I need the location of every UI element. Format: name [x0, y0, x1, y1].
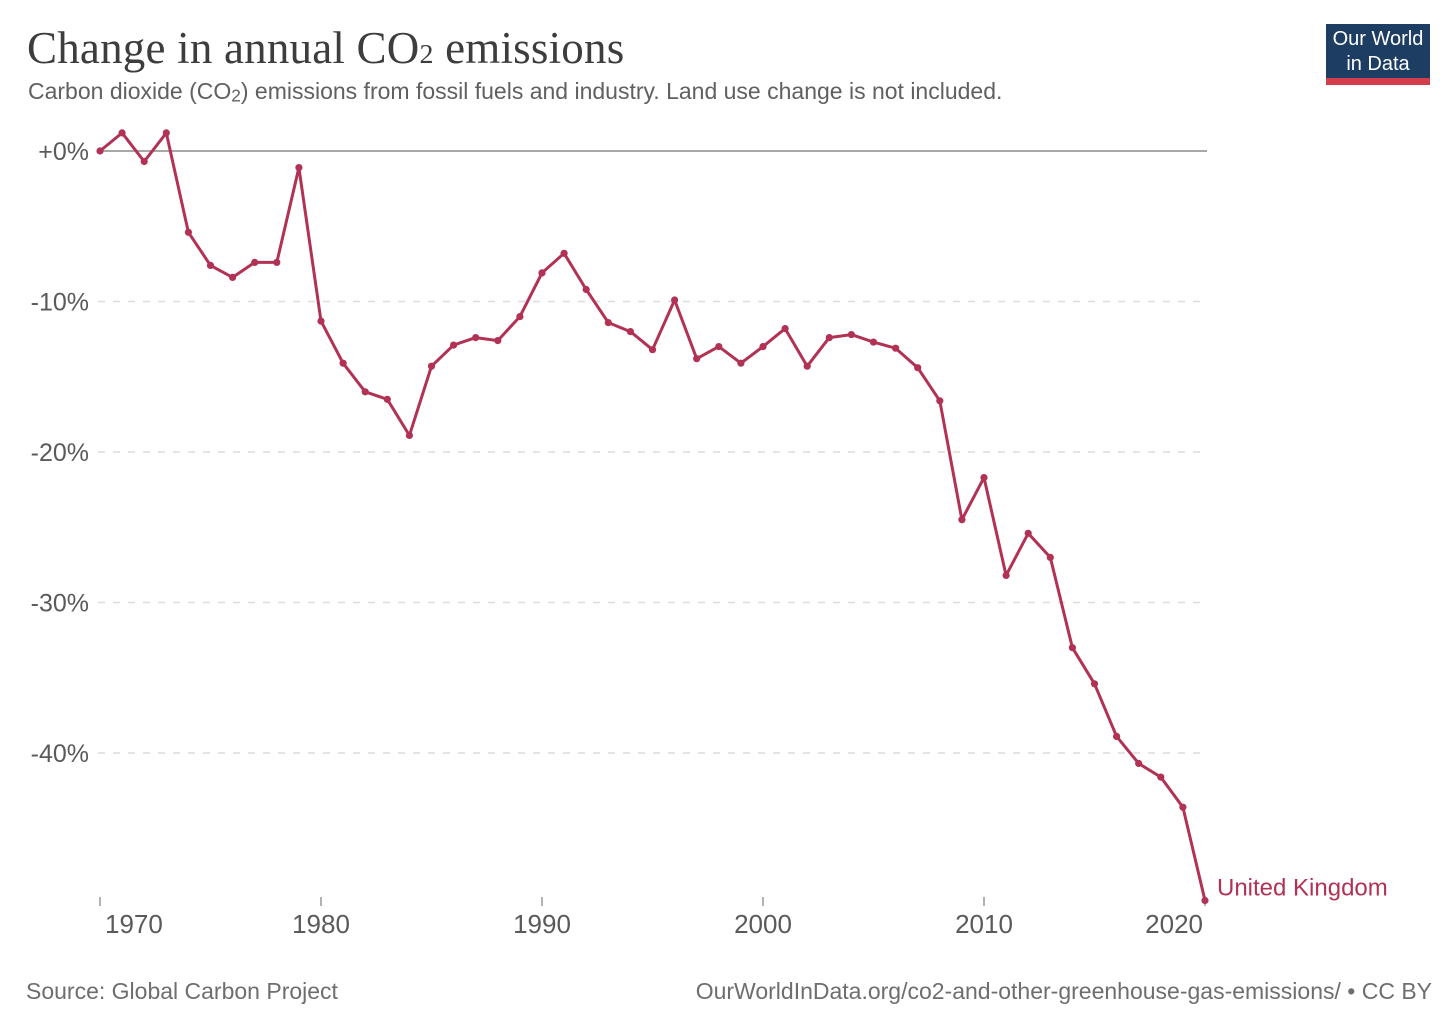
- line-chart-canvas: +0% -10% -20% -30% -40% 1970 1980 1990 2000 2010 2…: [31, 129, 1388, 939]
- data-point[interactable]: [560, 249, 568, 257]
- y-axis-label: -10%: [31, 289, 89, 317]
- data-point[interactable]: [869, 338, 878, 346]
- page-subtitle: Carbon dioxide (CO2) emissions from foss…: [28, 78, 1002, 106]
- data-point[interactable]: [251, 258, 259, 266]
- data-point[interactable]: [648, 346, 657, 354]
- data-point[interactable]: [339, 359, 347, 367]
- license-link[interactable]: OurWorldInData.org/co2-and-other-greenho…: [695, 978, 1432, 1004]
- data-point[interactable]: [1179, 803, 1187, 811]
- data-point[interactable]: [1201, 896, 1209, 905]
- subtitle-text-suffix: ) emissions from fossil fuels and indust…: [240, 78, 1003, 104]
- owid-logo[interactable]: Our World in Data: [1326, 24, 1430, 85]
- data-point[interactable]: [604, 319, 612, 327]
- co2-subscript: 2: [231, 85, 241, 106]
- data-point[interactable]: [737, 359, 745, 367]
- y-axis-label: -30%: [31, 590, 89, 618]
- data-point[interactable]: [494, 337, 502, 345]
- data-point[interactable]: [825, 334, 833, 342]
- data-point[interactable]: [958, 516, 966, 524]
- x-axis-label: 1980: [292, 909, 350, 939]
- data-point[interactable]: [803, 362, 811, 370]
- x-axis-label: 2010: [955, 909, 1013, 939]
- co2-subscript: 2: [419, 39, 434, 70]
- source-note: Source: Global Carbon Project: [26, 978, 338, 1004]
- subtitle-text: Carbon dioxide (CO: [28, 78, 232, 104]
- data-point[interactable]: [671, 296, 679, 304]
- data-point[interactable]: [229, 273, 237, 281]
- data-point[interactable]: [427, 362, 436, 370]
- data-point[interactable]: [383, 395, 391, 403]
- series-line-united-kingdom[interactable]: [98, 131, 1207, 902]
- data-point[interactable]: [450, 341, 458, 349]
- data-point[interactable]: [273, 258, 281, 266]
- x-axis-label: 2020: [1145, 909, 1203, 939]
- data-point[interactable]: [1024, 529, 1032, 537]
- data-point[interactable]: [538, 269, 546, 277]
- data-point[interactable]: [759, 343, 767, 351]
- data-point[interactable]: [96, 147, 104, 155]
- series-end-label[interactable]: United Kingdom: [1217, 874, 1388, 901]
- y-axis-label: -40%: [31, 740, 89, 768]
- page-title-text-suffix: emissions: [433, 23, 625, 73]
- data-point[interactable]: [317, 317, 325, 325]
- data-point[interactable]: [1113, 732, 1121, 741]
- data-point[interactable]: [1135, 759, 1143, 768]
- data-point[interactable]: [1068, 644, 1076, 652]
- data-point[interactable]: [847, 331, 856, 339]
- data-point[interactable]: [781, 325, 789, 333]
- data-point[interactable]: [162, 129, 170, 137]
- y-axis-label: -20%: [31, 439, 89, 467]
- data-point[interactable]: [582, 285, 590, 294]
- x-axis-label: 2000: [734, 909, 792, 939]
- data-point[interactable]: [980, 474, 988, 482]
- data-point[interactable]: [626, 328, 635, 336]
- data-point[interactable]: [405, 431, 413, 439]
- data-point[interactable]: [693, 355, 701, 363]
- data-point[interactable]: [914, 364, 922, 372]
- data-point[interactable]: [1046, 553, 1054, 562]
- data-point[interactable]: [140, 157, 148, 166]
- data-point[interactable]: [1002, 571, 1010, 580]
- data-point[interactable]: [516, 313, 524, 321]
- x-axis-label: 1970: [105, 909, 163, 939]
- data-point[interactable]: [1157, 773, 1165, 781]
- data-point[interactable]: [892, 344, 900, 352]
- page-title: Change in annual CO2 emissions: [27, 22, 624, 74]
- data-point[interactable]: [295, 164, 303, 172]
- x-axis-label: 1990: [513, 909, 571, 939]
- data-point[interactable]: [715, 343, 723, 351]
- data-point[interactable]: [206, 261, 215, 269]
- owid-logo-line2: in Data: [1346, 53, 1410, 75]
- data-point[interactable]: [1090, 680, 1099, 688]
- data-point[interactable]: [118, 129, 126, 137]
- data-point[interactable]: [472, 334, 480, 342]
- y-axis-label: +0%: [38, 138, 89, 166]
- data-point[interactable]: [936, 397, 944, 405]
- owid-logo-line1: Our World: [1332, 28, 1424, 50]
- data-point[interactable]: [184, 228, 192, 236]
- data-point[interactable]: [361, 388, 369, 396]
- page-title-text: Change in annual CO: [27, 23, 420, 73]
